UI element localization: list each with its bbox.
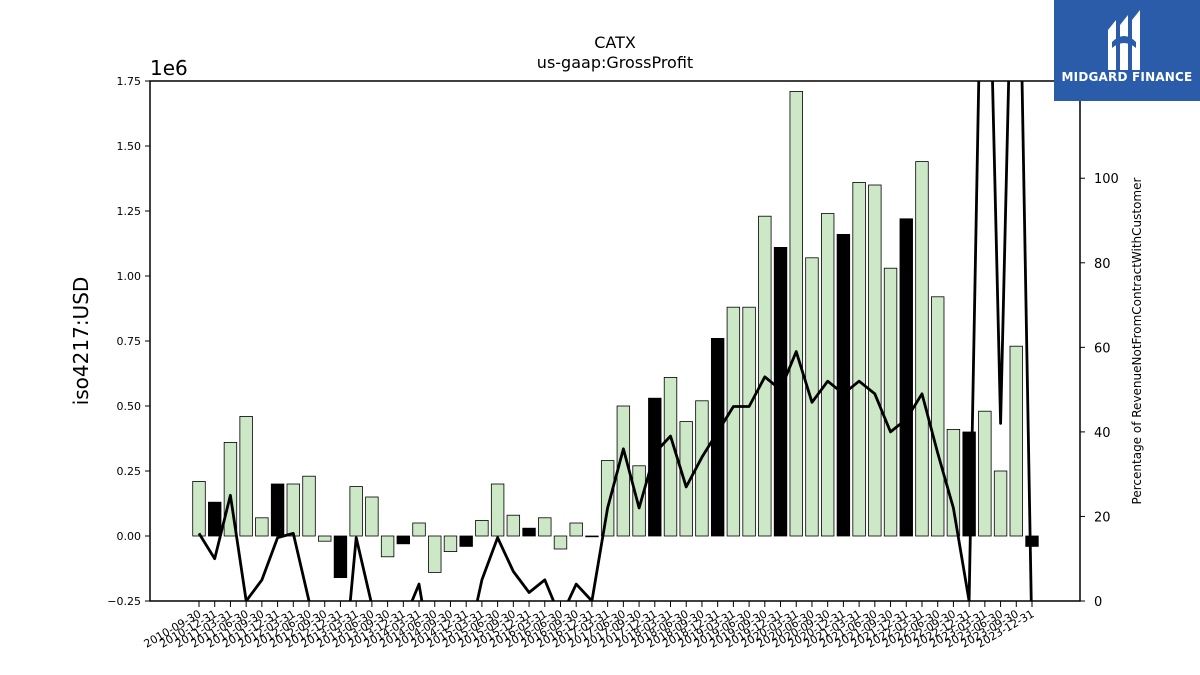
y-offset-label: 1e6: [150, 56, 188, 80]
bar-2014-09-30: [443, 535, 458, 553]
y-tick-label: 1.50: [117, 140, 142, 153]
bar-2022-12-31: [962, 431, 976, 537]
bar-2019-12-31: [773, 246, 788, 537]
y2-tick-label: 100: [1094, 172, 1119, 187]
y-tick-label: 0.25: [117, 465, 142, 478]
bar-2021-09-30: [883, 267, 898, 537]
bar-2023-06-30: [993, 470, 1008, 537]
bar-2013-03-31: [349, 486, 363, 537]
logo-mark-icon: [1108, 10, 1140, 70]
bar-2017-09-30: [632, 465, 646, 537]
y-tick-label: 0.75: [117, 335, 142, 348]
bar-2018-12-31: [710, 337, 725, 537]
bar-2018-06-30: [679, 421, 693, 537]
bar-2019-06-30: [742, 306, 756, 537]
bar-2015-09-30: [506, 514, 521, 537]
bar-2012-06-30: [302, 475, 316, 537]
bar-2011-06-30: [239, 415, 253, 537]
bar-2010-09-30: [192, 480, 206, 537]
y-ticks-group: −0.25 0.00 0.25 0.50 0.75 1.00 1.25 1.50 1.75: [107, 75, 150, 608]
bar-2014-03-31: [412, 522, 426, 537]
bar-2015-06-30: [490, 483, 505, 537]
bar-2014-06-30: [428, 535, 442, 573]
bar-2016-09-30: [569, 522, 583, 537]
chart-subtitle: us-gaap:GrossProfit: [537, 53, 693, 72]
bar-2019-03-31: [726, 306, 741, 537]
y-tick-label: 1.00: [117, 270, 142, 283]
bar-2013-09-30: [380, 535, 395, 558]
bar-2021-03-31: [852, 181, 866, 537]
chart-title: CATX: [594, 33, 636, 52]
bar-2022-06-30: [931, 296, 945, 537]
y2-tick-label: 0: [1094, 595, 1102, 610]
y2-tick-label: 40: [1094, 426, 1111, 441]
y-tick-label: 0.00: [117, 530, 142, 543]
bar-2013-12-31: [396, 535, 411, 545]
bar-2020-12-31: [836, 233, 851, 537]
y2-tick-label: 60: [1094, 341, 1111, 356]
bar-2016-06-30: [553, 535, 568, 550]
bar-2023-12-31: [1025, 535, 1039, 547]
bar-2011-12-31: [270, 483, 285, 537]
y2-axis-label: Percentage of RevenueNotFromContractWith…: [1130, 178, 1144, 505]
bar-2023-03-31: [978, 410, 992, 537]
bar-2020-06-30: [805, 257, 819, 537]
logo-text: MIDGARD FINANCE: [1061, 70, 1193, 84]
y-tick-label: 0.50: [117, 400, 142, 413]
bar-2017-12-31: [648, 397, 662, 537]
bar-2012-03-31: [286, 483, 300, 537]
bar-2021-06-30: [868, 184, 882, 537]
y-tick-label: −0.25: [107, 595, 141, 608]
y-tick-label: 1.25: [117, 205, 142, 218]
midgard-finance-logo: MIDGARD FINANCE: [1054, 0, 1200, 101]
bar-2012-09-30: [318, 535, 332, 542]
bar-2014-12-31: [459, 535, 473, 547]
bar-2020-03-31: [789, 91, 803, 537]
bars-group: [192, 91, 1039, 578]
bar-2021-12-31: [899, 218, 913, 537]
y-tick-label: 1.75: [117, 75, 142, 88]
bar-2022-09-30: [946, 428, 961, 537]
line-group: [197, 81, 1033, 601]
bar-2016-03-31: [538, 517, 552, 537]
bar-2023-09-30: [1009, 345, 1023, 537]
bar-2020-09-30: [820, 213, 835, 537]
y-axis-label: iso4217:USD: [69, 277, 93, 406]
x-ticks-group: 2010-09-302010-12-312011-03-312011-06-30…: [142, 601, 1037, 651]
bar-2017-06-30: [616, 405, 631, 537]
bar-2012-12-31: [333, 535, 348, 578]
plot-frame: [149, 80, 1081, 602]
bar-2010-12-31: [208, 501, 222, 537]
y2-ticks-group: 0 20 40 60 80 100: [1080, 172, 1119, 610]
bar-2018-03-31: [663, 376, 678, 537]
percentage-line: [197, 81, 1033, 601]
bar-2022-03-31: [915, 161, 929, 537]
bar-2016-12-31: [585, 535, 599, 538]
bar-2011-09-30: [255, 517, 269, 537]
y2-tick-label: 80: [1094, 257, 1111, 272]
bar-2013-06-30: [365, 496, 379, 537]
y2-tick-label: 20: [1094, 510, 1111, 525]
bar-2017-03-31: [600, 460, 615, 537]
bar-2015-03-31: [475, 520, 489, 537]
bar-2015-12-31: [522, 527, 536, 537]
